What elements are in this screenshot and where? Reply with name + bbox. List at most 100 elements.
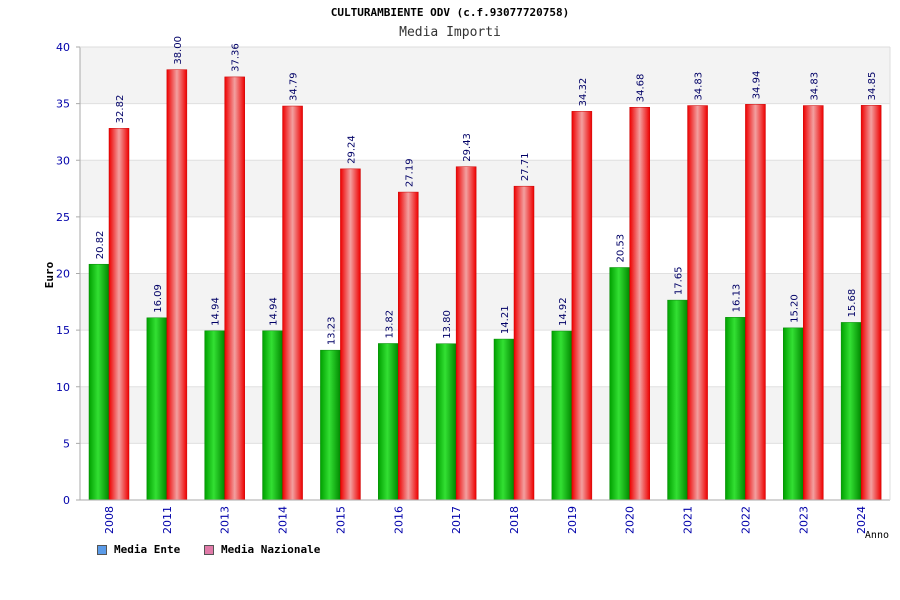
x-tick-label: 2020 bbox=[624, 506, 637, 534]
plot-band bbox=[80, 443, 890, 500]
plot-band bbox=[80, 386, 890, 444]
chart-subtitle: Media Importi bbox=[399, 25, 501, 40]
x-tick-label: 2023 bbox=[797, 506, 810, 534]
data-label: 13.80 bbox=[442, 310, 453, 339]
bar-media-ente bbox=[378, 343, 399, 501]
data-label: 29.43 bbox=[462, 133, 473, 162]
legend-label-media-nazionale: Media Nazionale bbox=[221, 543, 321, 556]
bar-media-nazionale bbox=[629, 106, 650, 501]
x-tick-label: 2017 bbox=[450, 506, 463, 534]
data-label: 13.23 bbox=[326, 317, 337, 346]
y-tick-label: 5 bbox=[63, 437, 70, 450]
x-axis-label: Anno bbox=[865, 530, 889, 541]
plot-band bbox=[80, 273, 890, 331]
data-label: 20.53 bbox=[616, 234, 627, 263]
bar-media-nazionale bbox=[224, 76, 245, 501]
x-tick-label: 2019 bbox=[566, 506, 579, 534]
legend-label-media-ente: Media Ente bbox=[114, 543, 181, 556]
data-label: 14.94 bbox=[269, 297, 280, 326]
bar-media-ente bbox=[493, 338, 515, 501]
data-label: 16.09 bbox=[153, 284, 164, 313]
data-label: 34.83 bbox=[809, 72, 820, 101]
y-tick-label: 20 bbox=[56, 268, 70, 281]
bar-media-nazionale bbox=[571, 111, 593, 501]
plot-band bbox=[80, 330, 890, 387]
y-axis-label: Euro bbox=[43, 261, 56, 288]
plot-band bbox=[80, 160, 890, 217]
data-label: 34.79 bbox=[289, 72, 300, 101]
bar-media-ente bbox=[435, 343, 457, 501]
bar-media-nazionale bbox=[398, 191, 419, 501]
x-tick-label: 2014 bbox=[277, 506, 290, 534]
y-tick-label: 35 bbox=[56, 98, 70, 111]
x-tick-labels: 2008 2011 2013 2014 2015 2016 2017 2018 2019 2020… bbox=[103, 506, 868, 534]
plot-band bbox=[80, 216, 890, 274]
bar-media-ente bbox=[551, 330, 573, 501]
bar-media-nazionale bbox=[687, 105, 708, 501]
y-tick-label: 10 bbox=[56, 381, 70, 394]
data-label: 32.82 bbox=[115, 95, 126, 124]
x-tick-label: 2015 bbox=[334, 506, 347, 534]
plot-band bbox=[80, 103, 890, 161]
bar-media-ente bbox=[262, 330, 283, 501]
data-labels: 20.82 32.82 16.09 38.00 14.94 37.36 14.94 34.79… bbox=[95, 36, 878, 345]
data-label: 14.92 bbox=[558, 297, 569, 326]
bar-media-nazionale bbox=[803, 105, 824, 501]
data-label: 15.20 bbox=[789, 294, 800, 323]
y-tick-label: 0 bbox=[63, 494, 70, 507]
x-tick-label: 2016 bbox=[392, 506, 405, 534]
bar-media-ente bbox=[783, 327, 804, 501]
data-label: 27.19 bbox=[404, 158, 415, 187]
x-tick-label: 2024 bbox=[855, 506, 868, 534]
bar-media-ente bbox=[204, 330, 225, 501]
data-label: 27.71 bbox=[520, 153, 531, 182]
y-tick-label: 15 bbox=[56, 324, 70, 337]
bar-media-nazionale bbox=[513, 185, 535, 501]
data-label: 38.00 bbox=[173, 36, 184, 65]
data-label: 13.82 bbox=[384, 310, 395, 339]
legend-item-media-nazionale: Media Nazionale bbox=[204, 543, 320, 556]
data-label: 20.82 bbox=[95, 231, 106, 260]
data-label: 14.21 bbox=[500, 305, 511, 334]
bar-media-nazionale bbox=[340, 168, 361, 501]
x-tick-label: 2022 bbox=[739, 506, 752, 534]
bar-media-nazionale bbox=[108, 128, 130, 501]
data-label: 15.68 bbox=[847, 289, 858, 318]
data-label: 29.24 bbox=[346, 135, 357, 164]
data-label: 34.83 bbox=[694, 72, 705, 101]
y-tick-label: 40 bbox=[56, 41, 70, 54]
data-label: 17.65 bbox=[674, 266, 685, 295]
x-tick-label: 2021 bbox=[682, 506, 695, 534]
data-label: 37.36 bbox=[231, 43, 242, 72]
data-label: 34.85 bbox=[867, 72, 878, 101]
y-tick-labels: 0 5 10 15 20 25 30 35 40 bbox=[56, 41, 70, 507]
bar-media-nazionale bbox=[282, 105, 303, 501]
bar-media-nazionale bbox=[166, 69, 188, 501]
legend-swatch-media-nazionale bbox=[204, 544, 214, 555]
bar-media-ente bbox=[320, 349, 341, 501]
x-tick-label: 2018 bbox=[508, 506, 521, 534]
data-label: 16.13 bbox=[731, 284, 742, 313]
x-tick-label: 2013 bbox=[219, 506, 232, 534]
data-label: 14.94 bbox=[211, 297, 222, 326]
x-tick-label: 2011 bbox=[161, 506, 174, 534]
bar-media-nazionale bbox=[860, 105, 882, 501]
axes bbox=[76, 46, 891, 501]
bar-media-ente bbox=[609, 267, 630, 501]
bar-media-ente bbox=[88, 263, 110, 501]
bar-media-nazionale bbox=[745, 104, 766, 501]
data-label: 34.94 bbox=[751, 71, 762, 100]
plot-band bbox=[80, 47, 890, 104]
x-tick-label: 2008 bbox=[103, 506, 116, 534]
y-tick-label: 30 bbox=[56, 154, 70, 167]
legend-swatch-media-ente bbox=[97, 544, 107, 555]
bar-media-ente bbox=[667, 299, 688, 501]
bar-media-ente bbox=[840, 322, 862, 501]
bar-media-nazionale bbox=[455, 166, 477, 501]
data-label: 34.68 bbox=[636, 74, 647, 103]
bar-media-ente bbox=[146, 317, 168, 501]
legend-item-media-ente: Media Ente bbox=[97, 543, 180, 556]
bar-media-ente bbox=[725, 317, 746, 501]
data-label: 34.32 bbox=[578, 78, 589, 107]
